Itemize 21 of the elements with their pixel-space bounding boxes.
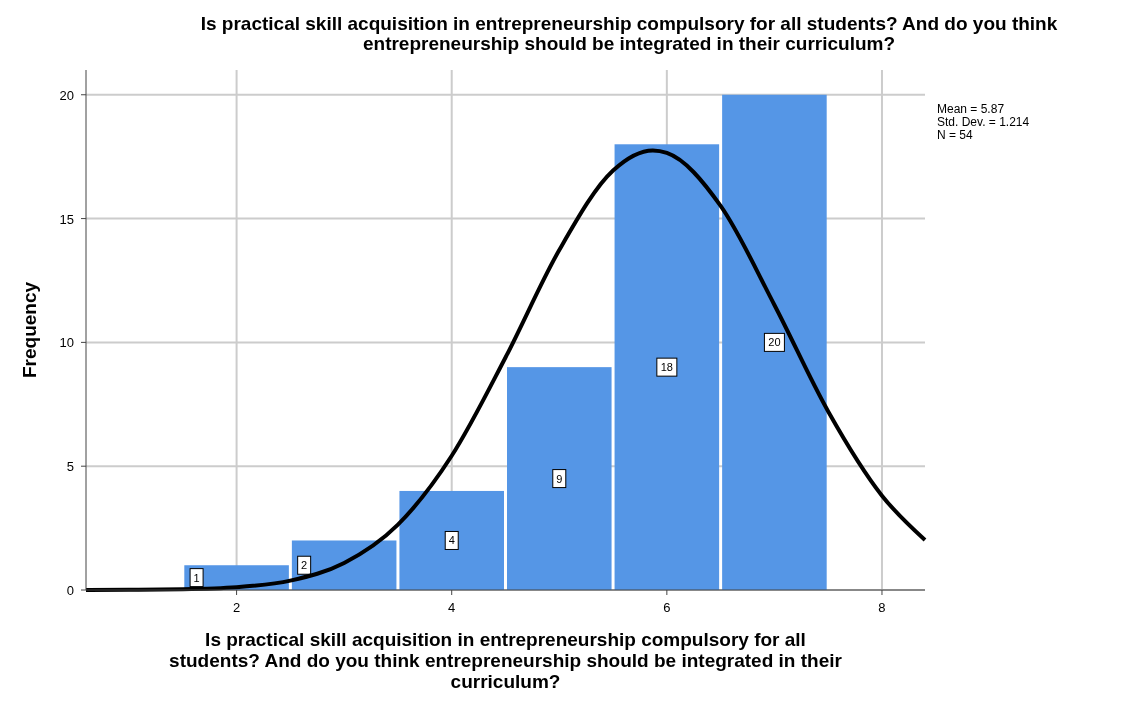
x-tick-label: 6 xyxy=(663,600,671,615)
y-tick-label: 10 xyxy=(59,335,74,351)
y-tick-label: 15 xyxy=(59,211,74,227)
y-tick-label: 5 xyxy=(66,459,74,475)
chart-title: Is practical skill acquisition in entrepreneurship compulsory for all students? And do you think entrepreneurship should be integrated in their curriculum? xyxy=(200,13,1058,54)
y-tick-label: 0 xyxy=(66,583,74,598)
data-label: 20 xyxy=(768,336,781,349)
data-label: 9 xyxy=(556,472,563,485)
x-axis-title: Is practical skill acquisition in entrepreneurship compulsory for all students? And do you think entrepreneurship should be integrated in their curriculum? xyxy=(169,629,843,692)
text: Std. Dev. = 1.214 xyxy=(937,115,1030,129)
data-label: 4 xyxy=(448,534,455,547)
data-label: 2 xyxy=(301,559,308,572)
data-label: 1 xyxy=(193,571,200,584)
text: N = 54 xyxy=(937,128,974,142)
data-label: 18 xyxy=(660,361,673,374)
x-tick-label: 8 xyxy=(878,600,886,615)
text: Mean = 5.87 xyxy=(937,102,1005,116)
y-axis-title: Frequency xyxy=(19,281,40,379)
x-tick-label: 4 xyxy=(448,600,456,615)
y-tick-label: 20 xyxy=(59,87,74,103)
x-tick-label: 2 xyxy=(232,600,241,615)
